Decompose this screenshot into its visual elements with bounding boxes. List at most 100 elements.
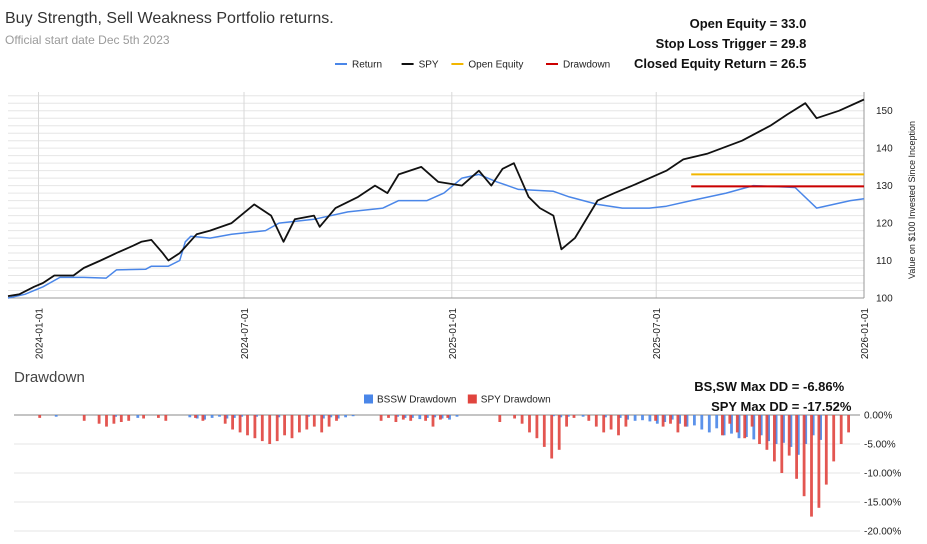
- bar-spy-drawdown: [409, 415, 413, 421]
- bar-spy-drawdown: [401, 415, 405, 420]
- bar-bssw-drawdown: [759, 415, 763, 436]
- legend-label: Open Equity: [468, 60, 523, 71]
- bar-bssw-drawdown: [277, 415, 281, 418]
- bar-spy-drawdown: [839, 415, 843, 444]
- bar-spy-drawdown: [268, 415, 272, 444]
- bar-spy-drawdown: [283, 415, 286, 436]
- stat-label: Closed Equity Return =: [633, 56, 778, 71]
- bar-bssw-drawdown: [566, 415, 570, 417]
- bar-spy-drawdown: [513, 415, 516, 419]
- stat-value: 33.0: [781, 16, 807, 31]
- bar-spy-drawdown: [654, 415, 657, 421]
- x-tick-label: 2024-01-01: [34, 308, 45, 360]
- stat-value: 29.8: [781, 36, 807, 51]
- bar-bssw-drawdown: [722, 415, 726, 436]
- bar-bssw-drawdown: [396, 415, 399, 417]
- bar-bssw-drawdown: [440, 415, 444, 419]
- bar-spy-drawdown: [260, 415, 264, 442]
- bar-bssw-drawdown: [670, 415, 674, 420]
- bar-bssw-drawdown: [700, 415, 704, 430]
- bar-bssw-drawdown: [322, 415, 325, 419]
- bar-bssw-drawdown: [559, 415, 563, 418]
- bar-spy-drawdown: [810, 415, 813, 517]
- bar-bssw-drawdown: [255, 415, 258, 417]
- bar-spy-drawdown: [119, 415, 123, 422]
- y-tick-label: 110: [876, 256, 892, 267]
- bar-bssw-drawdown: [552, 415, 555, 417]
- bar-spy-drawdown: [335, 415, 338, 421]
- bar-spy-drawdown: [305, 415, 309, 430]
- bar-spy-drawdown: [231, 415, 234, 430]
- bar-bssw-drawdown: [351, 415, 355, 417]
- bar-spy-drawdown: [847, 415, 850, 433]
- bar-spy-drawdown: [669, 415, 672, 424]
- bar-bssw-drawdown: [225, 415, 229, 419]
- stat-stop-loss: Stop Loss Trigger = 29.8: [656, 36, 815, 51]
- bar-bssw-drawdown: [336, 415, 340, 419]
- bar-spy-drawdown: [594, 415, 598, 427]
- y-tick-label: 120: [876, 219, 893, 230]
- bar-spy-drawdown: [223, 415, 227, 424]
- bar-spy-drawdown: [542, 415, 546, 447]
- bar-spy-drawdown: [721, 415, 724, 436]
- bar-spy-drawdown: [327, 415, 331, 427]
- x-tick-label: 2025-07-01: [652, 308, 663, 360]
- bar-bssw-drawdown: [618, 415, 622, 418]
- bar-bssw-drawdown: [403, 415, 407, 418]
- stat-value: 26.5: [781, 56, 807, 71]
- bar-bssw-drawdown: [411, 415, 414, 418]
- bar-spy-drawdown: [528, 415, 531, 433]
- bar-bssw-drawdown: [641, 415, 644, 421]
- bar-bssw-drawdown: [663, 415, 667, 422]
- bar-spy-drawdown: [38, 415, 42, 418]
- bar-spy-drawdown: [498, 415, 502, 422]
- bar-bssw-drawdown: [232, 415, 236, 418]
- y-axis-label: Value on $100 Invested Since Inception: [907, 121, 917, 279]
- dd-y-tick-label: -15.00%: [864, 498, 901, 509]
- bar-spy-drawdown: [379, 415, 383, 421]
- bar-bssw-drawdown: [715, 415, 719, 429]
- dd-y-tick-label: -5.00%: [864, 440, 896, 451]
- bar-bssw-drawdown: [685, 415, 689, 427]
- x-tick-label: 2025-01-01: [448, 308, 459, 360]
- y-tick-label: 140: [876, 144, 893, 155]
- bar-bssw-drawdown: [782, 415, 785, 443]
- bar-bssw-drawdown: [218, 415, 221, 417]
- bar-spy-drawdown: [565, 415, 568, 427]
- bar-bssw-drawdown: [730, 415, 733, 434]
- bar-spy-drawdown: [142, 415, 145, 419]
- series-line-return: [7, 173, 865, 299]
- dd-legend-label: SPY Drawdown: [481, 395, 551, 406]
- bar-spy-drawdown: [157, 415, 160, 418]
- bar-bssw-drawdown: [136, 415, 140, 418]
- bar-spy-drawdown: [550, 415, 554, 459]
- bar-spy-drawdown: [624, 415, 628, 427]
- bar-spy-drawdown: [824, 415, 828, 485]
- bar-spy-drawdown: [661, 415, 665, 427]
- bar-spy-drawdown: [105, 415, 108, 427]
- bar-bssw-drawdown: [819, 415, 822, 440]
- bar-spy-drawdown: [194, 415, 197, 418]
- bar-spy-drawdown: [424, 415, 427, 421]
- bar-spy-drawdown: [431, 415, 435, 427]
- bar-spy-drawdown: [802, 415, 806, 497]
- bar-spy-drawdown: [832, 415, 836, 462]
- bar-spy-drawdown: [127, 415, 131, 421]
- bar-bssw-drawdown: [344, 415, 347, 418]
- bar-spy-drawdown: [795, 415, 798, 479]
- bar-spy-drawdown: [164, 415, 168, 421]
- stat-bssw-max-dd: BS,SW Max DD = -6.86%: [694, 379, 865, 394]
- stat-open-equity: Open Equity = 33.0: [690, 16, 815, 31]
- bar-spy-drawdown: [201, 415, 205, 421]
- legend-label: SPY: [419, 60, 439, 71]
- legend-label: Drawdown: [563, 60, 610, 71]
- stat-value: -17.52%: [803, 399, 852, 414]
- dd-legend-swatch: [467, 394, 477, 404]
- bar-spy-drawdown: [535, 415, 539, 439]
- bar-bssw-drawdown: [418, 415, 422, 420]
- bar-spy-drawdown: [112, 415, 116, 424]
- bar-spy-drawdown: [602, 415, 606, 433]
- bar-bssw-drawdown: [633, 415, 637, 421]
- bar-bssw-drawdown: [774, 415, 778, 444]
- bar-spy-drawdown: [446, 415, 450, 418]
